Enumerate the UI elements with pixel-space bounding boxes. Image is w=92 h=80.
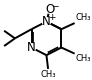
Text: N: N [27, 41, 36, 54]
Circle shape [42, 18, 51, 25]
Text: CH₃: CH₃ [75, 54, 91, 63]
Text: O: O [45, 3, 54, 16]
Text: +: + [48, 13, 55, 22]
Text: N: N [42, 15, 51, 28]
Circle shape [27, 44, 36, 51]
Text: CH₃: CH₃ [75, 13, 91, 22]
Text: −: − [51, 1, 59, 10]
Text: CH₃: CH₃ [40, 70, 56, 79]
Circle shape [46, 6, 54, 13]
